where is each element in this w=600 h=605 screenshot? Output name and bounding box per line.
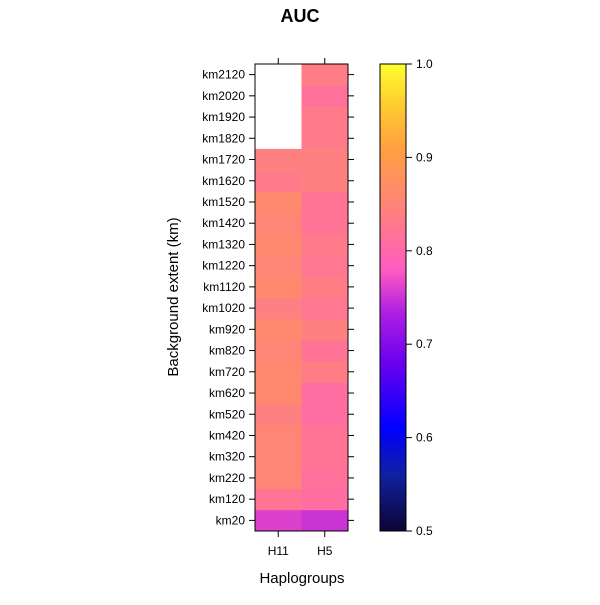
y-tick-label: km920 <box>209 322 245 336</box>
heatmap-cell <box>255 148 302 171</box>
heatmap-cell <box>255 255 302 277</box>
chart-title: AUC <box>281 6 320 26</box>
y-axis: km20 km120 km220 km320 km420 km520 km620 km720 k… <box>202 68 354 527</box>
heatmap-cell <box>301 488 349 511</box>
heatmap-cell <box>301 339 349 362</box>
heatmap-cell <box>255 170 302 192</box>
y-tick-label: km2020 <box>202 89 245 103</box>
heatmap-cell <box>255 297 302 320</box>
heatmap-cell <box>255 191 302 213</box>
heatmap-cell <box>255 233 302 256</box>
y-tick-label: km1720 <box>202 153 245 167</box>
heatmap-cell <box>301 85 349 107</box>
x-tick-label: H5 <box>317 544 333 558</box>
heatmap-cell <box>301 318 349 341</box>
colorbar-tick-label: 1.0 <box>416 57 433 71</box>
y-tick-label: km1420 <box>202 216 245 230</box>
x-axis-label: Haplogroups <box>259 570 344 587</box>
heatmap-cell <box>255 361 302 383</box>
heatmap-cell <box>255 509 302 532</box>
heatmap-cell <box>301 64 349 86</box>
heatmap-cell <box>301 297 349 320</box>
y-tick-label: km20 <box>216 513 246 527</box>
heatmap-cell <box>301 424 349 447</box>
heatmap-cell <box>301 255 349 277</box>
heatmap-cell <box>301 170 349 192</box>
heatmap-cell <box>255 212 302 235</box>
heatmap-cell <box>255 488 302 511</box>
heatmap-cell <box>301 148 349 171</box>
heatmap-cell <box>301 212 349 235</box>
heatmap-cell <box>301 467 349 489</box>
y-tick-label: km2120 <box>202 68 245 82</box>
heatmap-cell <box>301 509 349 532</box>
colorbar-tick-label: 0.6 <box>416 431 433 445</box>
heatmap-cell <box>301 106 349 129</box>
heatmap-cells <box>255 64 349 532</box>
plot-frame <box>254 63 349 532</box>
y-tick-label: km520 <box>209 407 245 421</box>
colorbar-tick-label: 0.7 <box>416 337 433 351</box>
colorbar-tick-label: 0.8 <box>416 244 433 258</box>
heatmap-cell <box>301 276 349 298</box>
y-tick-label: km120 <box>209 492 245 506</box>
heatmap-cell <box>255 339 302 362</box>
heatmap-cell <box>255 446 302 468</box>
heatmap-cell <box>255 403 302 426</box>
heatmap-cell <box>301 233 349 256</box>
y-tick-label: km420 <box>209 428 245 442</box>
heatmap-cell <box>301 361 349 383</box>
x-tick-label: H11 <box>268 544 289 558</box>
y-tick-label: km1020 <box>202 301 245 315</box>
y-tick-label: km620 <box>209 386 245 400</box>
heatmap-cell <box>255 382 302 405</box>
y-tick-label: km220 <box>209 471 245 485</box>
heatmap-cell <box>301 191 349 213</box>
y-tick-label: km820 <box>209 344 245 358</box>
colorbar-tick-label: 0.9 <box>416 150 433 164</box>
y-tick-label: km1920 <box>202 110 245 124</box>
y-tick-label: km1120 <box>203 280 245 294</box>
colorbar-axis: 0.5 0.6 0.7 0.8 0.9 1.0 <box>406 57 433 538</box>
heatmap-cell <box>301 403 349 426</box>
y-tick-label: km720 <box>209 365 245 379</box>
y-tick-label: km1220 <box>202 259 245 273</box>
y-tick-label: km1820 <box>202 131 245 145</box>
x-axis: H11 H5 <box>268 58 333 558</box>
y-tick-label: km320 <box>209 450 245 464</box>
heatmap-cell <box>301 446 349 468</box>
y-tick-label: km1620 <box>202 174 245 188</box>
y-tick-label: km1320 <box>202 237 245 251</box>
heatmap-cell <box>301 127 349 150</box>
y-axis-label: Background extent (km) <box>165 217 182 376</box>
heatmap-cell <box>255 318 302 341</box>
heatmap-cell <box>301 382 349 405</box>
y-tick-label: km1520 <box>202 195 245 209</box>
heatmap-cell <box>255 467 302 489</box>
heatmap-cell <box>255 276 302 298</box>
colorbar <box>379 63 407 532</box>
colorbar-tick-label: 0.5 <box>416 524 433 538</box>
heatmap-cell <box>255 424 302 447</box>
